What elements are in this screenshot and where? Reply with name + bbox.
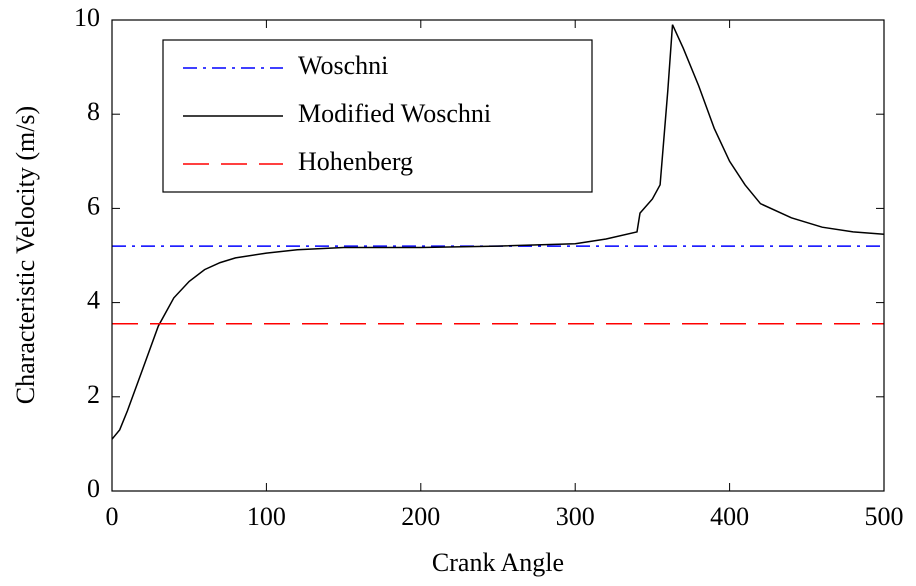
y-tick-label: 6 bbox=[87, 191, 100, 220]
x-tick-label: 200 bbox=[401, 502, 440, 531]
x-tick-label: 500 bbox=[865, 502, 904, 531]
plot-frame bbox=[111, 19, 885, 492]
y-tick-label: 8 bbox=[87, 97, 100, 126]
y-tick-label: 4 bbox=[87, 286, 100, 315]
legend-label: Modified Woschni bbox=[298, 99, 491, 128]
x-tick-label: 300 bbox=[556, 502, 595, 531]
y-tick-label: 10 bbox=[74, 3, 100, 32]
x-tick-label: 0 bbox=[106, 502, 119, 531]
x-axis-label: Crank Angle bbox=[432, 548, 564, 577]
x-tick-label: 100 bbox=[247, 502, 286, 531]
x-tick-label: 400 bbox=[710, 502, 749, 531]
legend-label: Hohenberg bbox=[298, 147, 413, 176]
y-axis-label: Characteristic Velocity (m/s) bbox=[11, 106, 40, 404]
y-tick-label: 2 bbox=[87, 380, 100, 409]
series-line bbox=[111, 24, 885, 440]
legend-label: Woschni bbox=[298, 51, 388, 80]
y-tick-label: 0 bbox=[87, 474, 100, 503]
